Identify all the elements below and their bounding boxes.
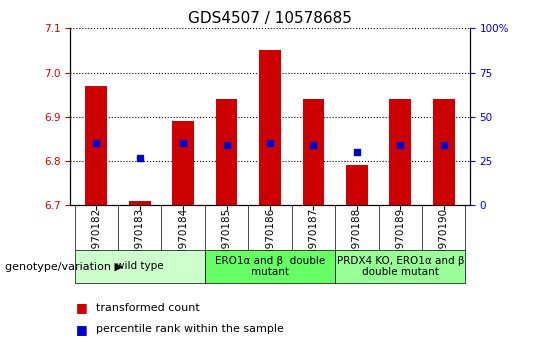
Point <box>136 155 144 160</box>
Bar <box>85 86 107 205</box>
Point <box>92 141 100 146</box>
Text: ERO1α and β  double
mutant: ERO1α and β double mutant <box>215 256 325 277</box>
Bar <box>389 99 411 205</box>
Point <box>309 142 318 148</box>
Point <box>440 142 448 148</box>
Bar <box>172 121 194 205</box>
Bar <box>302 99 325 205</box>
Text: transformed count: transformed count <box>96 303 200 313</box>
Text: ■: ■ <box>76 302 87 314</box>
Bar <box>215 99 238 205</box>
Text: GSM970188: GSM970188 <box>352 207 362 271</box>
Bar <box>346 166 368 205</box>
Point <box>266 141 274 146</box>
Point <box>396 142 404 148</box>
Text: ■: ■ <box>76 323 87 336</box>
Point <box>353 149 361 155</box>
Text: GSM970184: GSM970184 <box>178 207 188 271</box>
Bar <box>433 99 455 205</box>
Text: GSM970183: GSM970183 <box>134 207 145 271</box>
Text: GSM970186: GSM970186 <box>265 207 275 271</box>
Bar <box>129 201 151 205</box>
Text: genotype/variation ▶: genotype/variation ▶ <box>5 262 124 272</box>
Text: GSM970185: GSM970185 <box>221 207 232 271</box>
Text: GSM970190: GSM970190 <box>438 207 449 271</box>
Text: GSM970187: GSM970187 <box>308 207 319 271</box>
Text: GSM970182: GSM970182 <box>91 207 102 271</box>
Point <box>222 142 231 148</box>
Text: PRDX4 KO, ERO1α and β
double mutant: PRDX4 KO, ERO1α and β double mutant <box>336 256 464 277</box>
Bar <box>259 51 281 205</box>
Text: GSM970189: GSM970189 <box>395 207 406 271</box>
FancyBboxPatch shape <box>75 250 205 283</box>
Text: wild type: wild type <box>116 261 164 272</box>
FancyBboxPatch shape <box>335 250 465 283</box>
Text: percentile rank within the sample: percentile rank within the sample <box>96 324 284 334</box>
FancyBboxPatch shape <box>205 250 335 283</box>
Title: GDS4507 / 10578685: GDS4507 / 10578685 <box>188 11 352 26</box>
Point <box>179 141 187 146</box>
